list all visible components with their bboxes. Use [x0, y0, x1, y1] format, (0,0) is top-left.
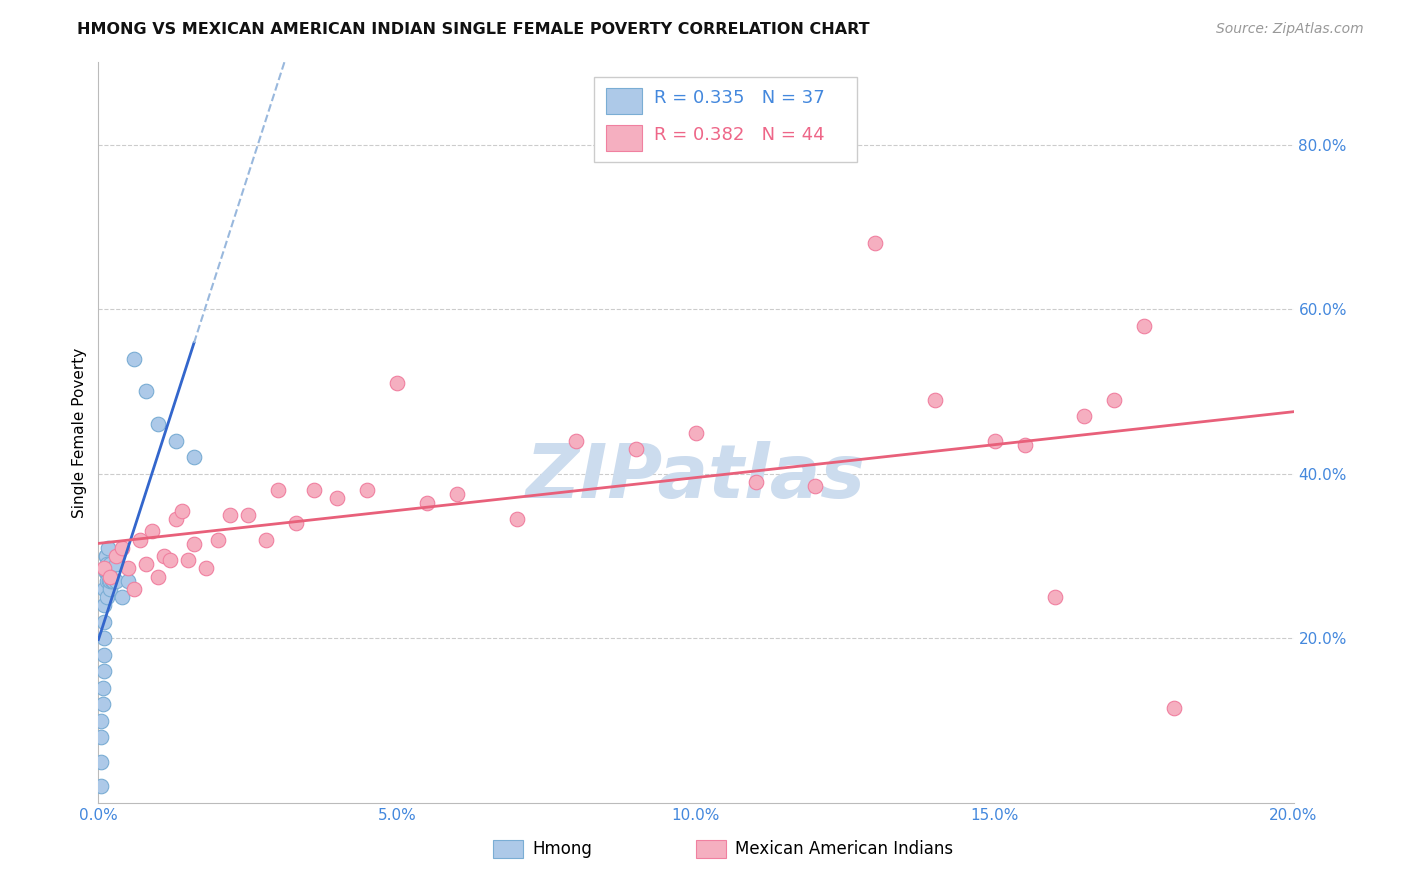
- Point: [267, 483, 290, 498]
- Point: [117, 561, 139, 575]
- Point: [93, 582, 115, 596]
- Point: [100, 574, 122, 588]
- Point: [254, 533, 277, 547]
- Point: [90, 755, 112, 769]
- Point: [105, 549, 128, 563]
- Point: [565, 434, 588, 448]
- Point: [183, 450, 205, 465]
- Point: [93, 599, 115, 613]
- Y-axis label: Single Female Poverty: Single Female Poverty: [72, 348, 87, 517]
- Point: [1133, 318, 1156, 333]
- Point: [96, 566, 118, 580]
- Point: [195, 561, 218, 575]
- Point: [96, 590, 118, 604]
- Point: [177, 553, 200, 567]
- Bar: [606, 126, 643, 152]
- Point: [98, 582, 121, 596]
- Point: [135, 384, 157, 399]
- Point: [385, 376, 409, 391]
- Point: [124, 582, 146, 596]
- Point: [111, 541, 134, 555]
- Bar: [494, 840, 523, 858]
- Point: [93, 615, 115, 629]
- Point: [98, 574, 121, 588]
- Text: R = 0.335   N = 37: R = 0.335 N = 37: [654, 89, 825, 107]
- Point: [284, 516, 307, 530]
- Point: [111, 590, 134, 604]
- Point: [90, 714, 112, 728]
- Point: [1104, 392, 1126, 407]
- Point: [91, 697, 114, 711]
- Point: [416, 495, 439, 509]
- Point: [93, 632, 115, 646]
- Point: [90, 780, 112, 794]
- Point: [865, 236, 887, 251]
- Point: [91, 681, 114, 695]
- Point: [326, 491, 349, 506]
- Point: [94, 566, 117, 580]
- Text: Hmong: Hmong: [533, 839, 592, 858]
- FancyBboxPatch shape: [595, 78, 858, 162]
- Point: [117, 574, 139, 588]
- Point: [124, 351, 146, 366]
- Point: [172, 504, 194, 518]
- Point: [153, 549, 176, 563]
- Point: [97, 541, 120, 555]
- Bar: [696, 840, 725, 858]
- Point: [506, 512, 529, 526]
- Point: [165, 434, 187, 448]
- Point: [804, 479, 827, 493]
- Point: [356, 483, 378, 498]
- Text: Mexican American Indians: Mexican American Indians: [735, 839, 953, 858]
- Point: [302, 483, 325, 498]
- Point: [90, 730, 112, 744]
- Point: [1014, 438, 1036, 452]
- Point: [96, 574, 118, 588]
- Text: ZIPatlas: ZIPatlas: [526, 441, 866, 514]
- Point: [98, 574, 122, 588]
- Point: [207, 533, 229, 547]
- Point: [745, 475, 768, 489]
- Point: [129, 533, 152, 547]
- Point: [924, 392, 946, 407]
- Point: [103, 574, 125, 588]
- Point: [93, 664, 115, 678]
- Point: [159, 553, 181, 567]
- Point: [93, 648, 115, 662]
- Point: [148, 417, 170, 432]
- Point: [96, 549, 118, 563]
- Point: [1043, 590, 1066, 604]
- Text: Source: ZipAtlas.com: Source: ZipAtlas.com: [1216, 22, 1364, 37]
- Bar: [606, 88, 643, 114]
- Point: [135, 558, 157, 572]
- Text: HMONG VS MEXICAN AMERICAN INDIAN SINGLE FEMALE POVERTY CORRELATION CHART: HMONG VS MEXICAN AMERICAN INDIAN SINGLE …: [77, 22, 870, 37]
- Point: [626, 442, 648, 456]
- Point: [105, 558, 128, 572]
- Text: R = 0.382   N = 44: R = 0.382 N = 44: [654, 126, 825, 144]
- Point: [1163, 701, 1185, 715]
- Point: [183, 536, 205, 550]
- Point: [105, 574, 128, 588]
- Point: [685, 425, 707, 440]
- Point: [1073, 409, 1095, 424]
- Point: [98, 569, 122, 583]
- Point: [446, 487, 468, 501]
- Point: [236, 508, 259, 522]
- Point: [93, 561, 115, 575]
- Point: [94, 549, 117, 563]
- Point: [98, 558, 122, 572]
- Point: [165, 512, 187, 526]
- Point: [984, 434, 1007, 448]
- Point: [219, 508, 242, 522]
- Point: [96, 566, 118, 580]
- Point: [97, 566, 120, 580]
- Point: [96, 558, 118, 572]
- Point: [141, 524, 163, 539]
- Point: [148, 569, 170, 583]
